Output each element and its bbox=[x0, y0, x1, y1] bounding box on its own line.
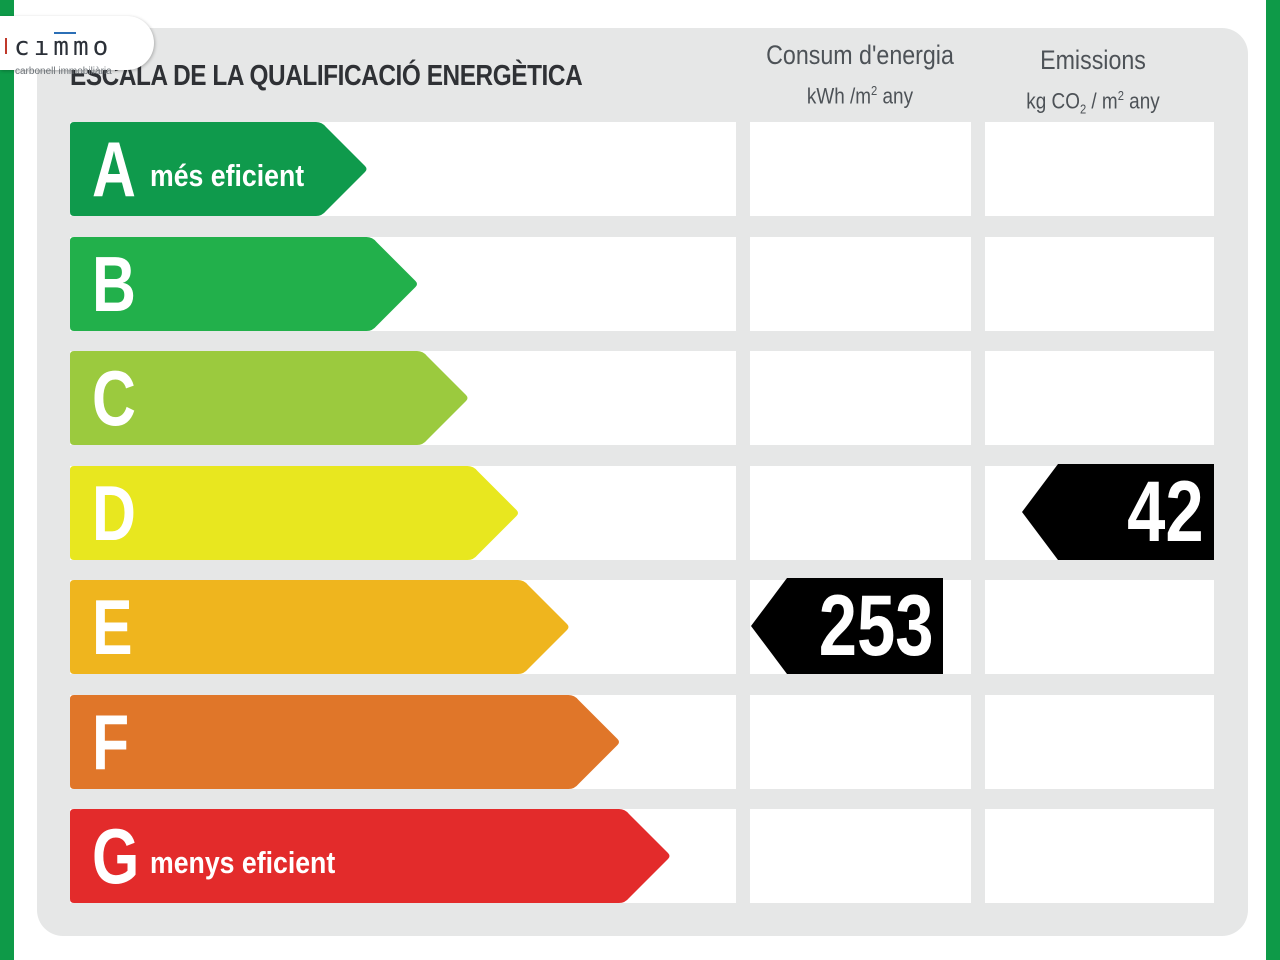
rating-row-f: F bbox=[70, 694, 1214, 789]
emissions-cell bbox=[985, 580, 1214, 674]
consumption-cell bbox=[750, 694, 971, 789]
rating-bar-cell: B bbox=[70, 236, 736, 331]
emissions-cell bbox=[985, 809, 1214, 903]
emissions-column-header: Emissions kg CO2 / m2 any bbox=[986, 42, 1200, 128]
rating-efficiency-label: més eficient bbox=[150, 158, 305, 193]
rating-row-e: E 253 bbox=[70, 578, 1214, 674]
logo-wordmark: cımmo bbox=[14, 32, 113, 62]
rating-letter: E bbox=[92, 583, 133, 671]
marker-arrow-shape bbox=[1022, 463, 1214, 560]
emissions-title: Emissions bbox=[1040, 45, 1146, 75]
rating-row-c: C bbox=[70, 351, 1214, 445]
rating-arrow-c bbox=[70, 351, 468, 445]
rating-arrow-e bbox=[70, 580, 569, 674]
rating-letter: B bbox=[92, 239, 136, 328]
consumption-title: Consum d'energia bbox=[766, 40, 954, 70]
rating-arrow-g bbox=[70, 809, 670, 903]
rating-letter: C bbox=[92, 354, 136, 442]
rating-bar-cell: F bbox=[70, 694, 736, 789]
marker-arrow-shape bbox=[751, 578, 943, 674]
emissions-result-marker: 42 bbox=[1022, 463, 1214, 560]
consumption-cell bbox=[750, 809, 971, 903]
brand-logo[interactable]: cımmo carbonell immobiliària bbox=[0, 16, 154, 77]
rating-arrow-d bbox=[70, 465, 518, 560]
rating-letter: G bbox=[92, 812, 140, 900]
consumption-value: 253 bbox=[818, 578, 933, 674]
emissions-value: 42 bbox=[1127, 463, 1204, 560]
emissions-cell bbox=[985, 236, 1214, 331]
rating-letter: A bbox=[92, 125, 136, 213]
consumption-column-header: Consum d'energia kWh /m2 any bbox=[750, 37, 970, 114]
emissions-cell bbox=[985, 122, 1214, 216]
logo-accent-bar bbox=[54, 32, 76, 34]
rating-arrow-a bbox=[70, 122, 367, 216]
right-frame-bar bbox=[1266, 0, 1280, 960]
consumption-cell bbox=[750, 465, 971, 560]
emissions-cell bbox=[985, 694, 1214, 789]
consumption-result-marker: 253 bbox=[751, 578, 943, 674]
rating-row-b: B bbox=[70, 236, 1214, 331]
scale-title: ESCALA DE LA QUALIFICACIÓ ENERGÈTICA bbox=[70, 60, 583, 92]
emissions-unit: kg CO2 / m2 any bbox=[1026, 88, 1160, 117]
rating-letter: D bbox=[92, 468, 136, 557]
logo-accent-mark bbox=[5, 38, 7, 54]
left-frame-bar bbox=[0, 0, 14, 960]
emissions-cell: 42 bbox=[985, 463, 1214, 560]
consumption-cell bbox=[750, 351, 971, 445]
rating-letter: F bbox=[92, 697, 130, 786]
emissions-cell bbox=[985, 351, 1214, 445]
rating-efficiency-label: menys eficient bbox=[150, 845, 336, 880]
consumption-unit: kWh /m2 any bbox=[806, 83, 914, 109]
consumption-cell bbox=[750, 236, 971, 331]
rating-arrow-b bbox=[70, 236, 417, 331]
rating-bar-cell: E bbox=[70, 580, 736, 674]
rating-row-d: D 42 bbox=[70, 463, 1214, 560]
rating-bar-cell: C bbox=[70, 351, 736, 445]
rating-arrow-f bbox=[70, 694, 619, 789]
consumption-cell bbox=[750, 122, 971, 216]
rating-bar-cell: D bbox=[70, 465, 736, 560]
logo-subtitle: carbonell immobiliària bbox=[15, 66, 112, 77]
consumption-cell: 253 bbox=[750, 578, 971, 674]
